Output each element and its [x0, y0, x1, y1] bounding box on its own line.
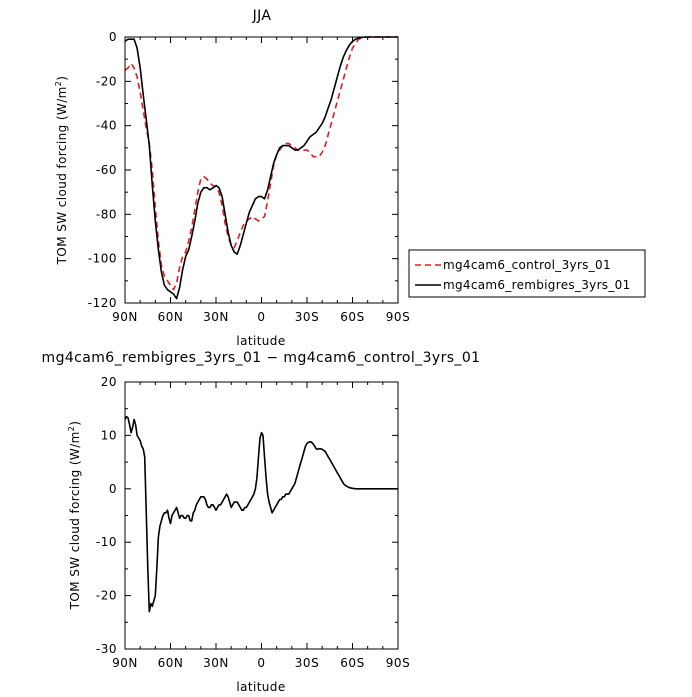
- bottom-axis-ticks: [124, 381, 399, 650]
- top-x-tick-label: 90N: [112, 310, 138, 324]
- bottom-panel: mg4cam6_rembigres_3yrs_01 − mg4cam6_cont…: [42, 350, 481, 694]
- top-y-tick-labels: 0 -20 -40 -60 -80 -100 -120: [88, 30, 117, 310]
- top-chart-title: JJA: [252, 8, 272, 24]
- top-y-axis-title-sup: 2: [54, 81, 63, 87]
- top-y-tick-label: -20: [96, 74, 117, 88]
- top-y-axis-title-main: TOM SW cloud forcing (W/m: [55, 86, 69, 265]
- top-x-tick-label: 60S: [340, 310, 364, 324]
- top-y-tick-label: -40: [96, 119, 117, 133]
- bottom-x-axis-title: latitude: [236, 680, 285, 694]
- bottom-y-tick-label: 0: [109, 482, 117, 496]
- legend-box: [408, 249, 646, 298]
- bottom-x-tick-label: 30N: [203, 656, 229, 670]
- top-series-line-0: [124, 36, 398, 291]
- bottom-y-axis-title-main: TOM SW cloud forcing (W/m: [68, 431, 82, 610]
- top-y-tick-label: -100: [88, 252, 117, 266]
- top-plot-frame: [124, 36, 399, 304]
- top-y-axis-title: TOM SW cloud forcing (W/m2): [54, 76, 69, 266]
- top-y-tick-label: -80: [96, 207, 117, 221]
- bottom-y-tick-label: 10: [101, 428, 117, 442]
- bottom-y-tick-label: 20: [101, 375, 117, 389]
- bottom-x-tick-label: 60S: [340, 656, 364, 670]
- top-y-tick-label: -60: [96, 163, 117, 177]
- bottom-x-tick-label: 0: [257, 656, 265, 670]
- top-y-tick-label: -120: [88, 296, 117, 310]
- bottom-y-tick-label: -10: [96, 535, 117, 549]
- top-series-line-1: [124, 36, 398, 300]
- top-x-tick-label: 30S: [295, 310, 319, 324]
- top-y-axis-title-end: ): [55, 76, 69, 81]
- bottom-plot-frame: [124, 381, 399, 650]
- bottom-chart-title: mg4cam6_rembigres_3yrs_01 − mg4cam6_cont…: [42, 350, 481, 366]
- top-x-axis-title: latitude: [236, 334, 285, 348]
- top-panel: JJA 0 -20 -40 -60 -80 -100 -120 90N 60N 30N 0 30S 6…: [54, 8, 410, 348]
- bottom-x-tick-label: 90N: [112, 656, 138, 670]
- bottom-x-tick-labels: 90N 60N 30N 0 30S 60S 90S: [112, 656, 410, 670]
- bottom-y-axis-title: TOM SW cloud forcing (W/m2): [67, 421, 82, 611]
- bottom-x-tick-label: 90S: [386, 656, 410, 670]
- bottom-x-tick-label: 30S: [295, 656, 319, 670]
- top-x-tick-label: 0: [257, 310, 265, 324]
- top-x-tick-label: 60N: [158, 310, 184, 324]
- top-axis-ticks: [124, 36, 399, 304]
- top-y-tick-label: 0: [109, 30, 117, 44]
- bottom-y-axis-title-end: ): [68, 421, 82, 426]
- bottom-y-axis-title-sup: 2: [67, 426, 76, 432]
- bottom-series-lines: [124, 415, 398, 613]
- bottom-series-line-0: [124, 415, 398, 613]
- top-series-lines: [124, 36, 398, 300]
- bottom-x-tick-label: 60N: [158, 656, 184, 670]
- legend-label-control: mg4cam6_control_3yrs_01: [443, 258, 611, 272]
- bottom-y-tick-label: -30: [96, 642, 117, 656]
- top-x-tick-label: 30N: [203, 310, 229, 324]
- bottom-y-tick-labels: 20 10 0 -10 -20 -30: [96, 375, 117, 656]
- bottom-y-tick-label: -20: [96, 589, 117, 603]
- legend-label-rembigres: mg4cam6_rembigres_3yrs_01: [443, 278, 631, 292]
- top-x-tick-label: 90S: [386, 310, 410, 324]
- top-x-tick-labels: 90N 60N 30N 0 30S 60S 90S: [112, 310, 410, 324]
- legend: mg4cam6_control_3yrs_01 mg4cam6_rembigre…: [408, 249, 646, 298]
